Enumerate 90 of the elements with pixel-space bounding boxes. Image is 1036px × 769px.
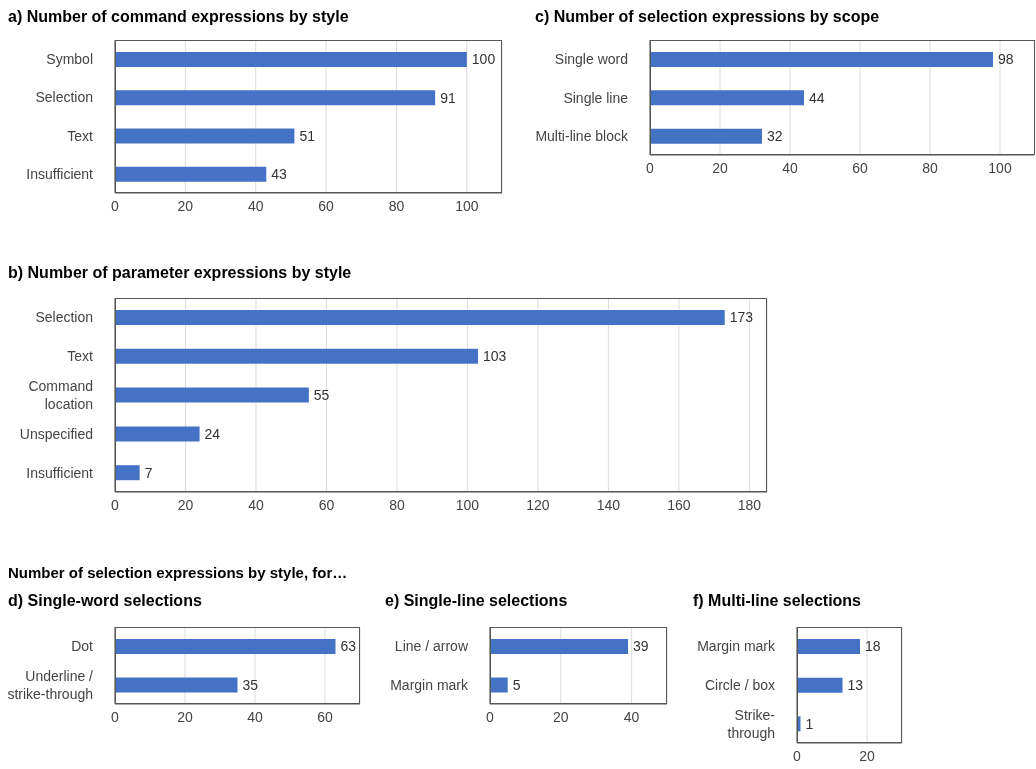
x-tick-label: 0 xyxy=(111,197,120,214)
data-label: 98 xyxy=(998,51,1014,68)
x-tick-label: 140 xyxy=(596,496,621,513)
x-tick-label: 40 xyxy=(782,159,798,176)
y-tick-label: Text xyxy=(67,348,94,365)
y-tick-label: Selection xyxy=(35,309,93,326)
x-tick-label: 80 xyxy=(922,159,938,176)
data-label: 39 xyxy=(633,638,649,655)
y-tick-label: Selection xyxy=(35,89,93,106)
x-tick-label: 60 xyxy=(318,197,335,214)
x-tick-label: 100 xyxy=(455,496,480,513)
data-label: 43 xyxy=(271,166,288,183)
x-tick-label: 100 xyxy=(988,159,1012,176)
x-tick-label: 20 xyxy=(177,197,194,214)
bar xyxy=(115,465,140,481)
bar xyxy=(650,90,804,106)
data-label: 44 xyxy=(809,89,825,106)
bar xyxy=(115,128,295,144)
y-tick-label: Underline / strike-through xyxy=(7,667,94,702)
x-tick-label: 40 xyxy=(248,496,264,513)
data-label: 18 xyxy=(865,638,881,655)
x-tick-label: 160 xyxy=(667,496,691,513)
chart-title: b) Number of parameter expressions by style xyxy=(8,264,352,282)
x-tick-label: 100 xyxy=(455,197,479,214)
y-tick-label: Text xyxy=(67,127,94,144)
y-tick-label: Insufficient xyxy=(26,464,94,481)
x-tick-label: 0 xyxy=(486,708,495,725)
y-tick-label: Margin mark xyxy=(390,676,469,693)
chart-title: a) Number of command expressions by style xyxy=(8,8,349,26)
bar xyxy=(115,166,267,182)
x-tick-label: 0 xyxy=(793,747,802,764)
data-label: 32 xyxy=(767,128,783,145)
data-label: 173 xyxy=(729,309,754,326)
text: Number of selection expressions by style, for… xyxy=(8,564,348,581)
y-tick-label: Single line xyxy=(563,89,629,106)
y-tick-label: Insufficient xyxy=(26,165,94,182)
x-tick-label: 80 xyxy=(389,496,405,513)
x-tick-label: 60 xyxy=(317,708,333,725)
data-label: 1 xyxy=(805,715,814,732)
x-tick-label: 120 xyxy=(526,496,550,513)
x-tick-label: 40 xyxy=(247,197,264,214)
x-tick-label: 60 xyxy=(318,496,335,513)
y-tick-label: Command location xyxy=(28,378,93,412)
x-tick-label: 0 xyxy=(111,496,120,513)
data-label: 35 xyxy=(242,676,259,693)
bar xyxy=(650,128,762,144)
data-label: 100 xyxy=(471,51,496,68)
x-tick-label: 0 xyxy=(111,708,120,725)
x-tick-label: 40 xyxy=(247,708,263,725)
x-tick-label: 20 xyxy=(553,708,569,725)
data-label: 13 xyxy=(847,677,864,694)
data-label: 91 xyxy=(440,89,456,106)
x-tick-label: 0 xyxy=(646,159,655,176)
y-tick-label: Strike-through xyxy=(727,706,776,741)
x-tick-label: 60 xyxy=(852,159,868,176)
x-tick-label: 80 xyxy=(388,197,405,214)
bar xyxy=(115,387,309,403)
chart-title: d) Single-word selections xyxy=(8,592,202,610)
bar xyxy=(115,310,725,325)
data-label: 55 xyxy=(313,387,330,404)
bar xyxy=(650,52,993,67)
chart-title: e) Single-line selections xyxy=(385,592,568,610)
data-label: 103 xyxy=(483,348,507,365)
y-tick-label: Multi-line block xyxy=(535,127,629,144)
x-tick-label: 180 xyxy=(737,496,762,513)
y-tick-label: Unspecified xyxy=(19,425,93,442)
bar xyxy=(115,52,467,67)
y-tick-label: Circle / box xyxy=(704,677,775,693)
y-tick-label: Margin mark xyxy=(697,638,776,655)
bar xyxy=(115,348,479,364)
bar xyxy=(115,426,200,442)
bar xyxy=(797,677,843,693)
x-tick-label: 20 xyxy=(859,747,875,764)
y-tick-label: Single word xyxy=(554,51,628,68)
bar xyxy=(115,90,436,106)
x-tick-label: 20 xyxy=(712,159,728,176)
data-label: 24 xyxy=(204,425,221,442)
data-label: 63 xyxy=(340,638,357,655)
y-tick-label: Dot xyxy=(71,638,94,655)
data-label: 5 xyxy=(512,676,521,693)
x-tick-label: 20 xyxy=(177,708,193,725)
bar xyxy=(797,639,860,654)
x-tick-label: 40 xyxy=(623,708,640,725)
data-label: 51 xyxy=(299,127,316,144)
chart-title: c) Number of selection expressions by scope xyxy=(535,8,880,26)
data-label: 7 xyxy=(144,464,153,481)
y-tick-label: Symbol xyxy=(46,51,93,68)
x-tick-label: 20 xyxy=(177,496,194,513)
y-tick-label: Line / arrow xyxy=(394,638,469,655)
chart-title: f) Multi-line selections xyxy=(693,592,862,610)
